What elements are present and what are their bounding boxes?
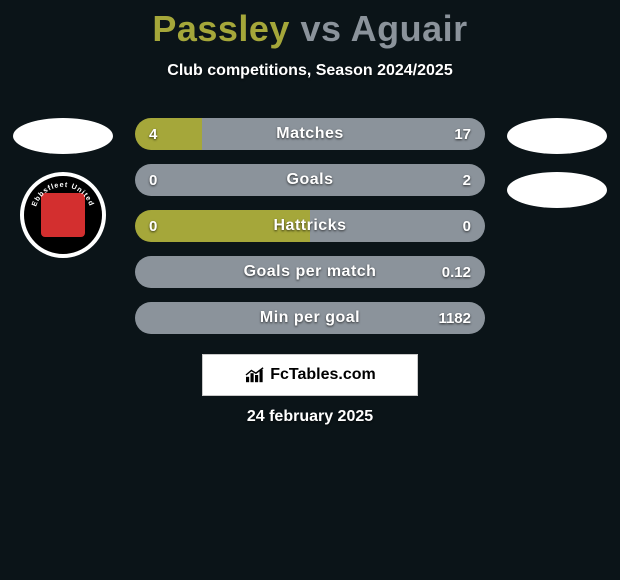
footer-brand-text: FcTables.com: [270, 366, 376, 384]
title-player2: Aguair: [351, 8, 468, 49]
club-badge-ring-text: Ebbsfleet United: [24, 176, 102, 254]
stat-label: Goals per match: [135, 256, 485, 288]
left-club-badge: Ebbsfleet United: [20, 172, 106, 258]
stat-bar: 00Hattricks: [135, 210, 485, 242]
stat-bar: 0.12Goals per match: [135, 256, 485, 288]
stat-bars-container: 417Matches 02Goals 00Hattricks 0.12Goals pe…: [135, 118, 485, 334]
stat-bar: 1182Min per goal: [135, 302, 485, 334]
footer-date: 24 february 2025: [0, 408, 620, 426]
left-player-avatar: [13, 118, 113, 154]
right-player-column: [502, 118, 612, 208]
right-club-placeholder: [507, 172, 607, 208]
left-player-column: Ebbsfleet United: [8, 118, 118, 258]
footer-brand-box: FcTables.com: [202, 354, 418, 396]
stat-label: Min per goal: [135, 302, 485, 334]
stat-label: Hattricks: [135, 210, 485, 242]
subtitle: Club competitions, Season 2024/2025: [0, 62, 620, 80]
stat-bar: 02Goals: [135, 164, 485, 196]
title-vs: vs: [300, 8, 341, 49]
stat-label: Matches: [135, 118, 485, 150]
title-player1: Passley: [152, 8, 290, 49]
right-player-avatar: [507, 118, 607, 154]
page-title: Passley vs Aguair: [0, 0, 620, 50]
bar-chart-icon: [244, 366, 266, 384]
svg-text:Ebbsfleet United: Ebbsfleet United: [29, 180, 96, 208]
stat-bar: 417Matches: [135, 118, 485, 150]
stat-label: Goals: [135, 164, 485, 196]
